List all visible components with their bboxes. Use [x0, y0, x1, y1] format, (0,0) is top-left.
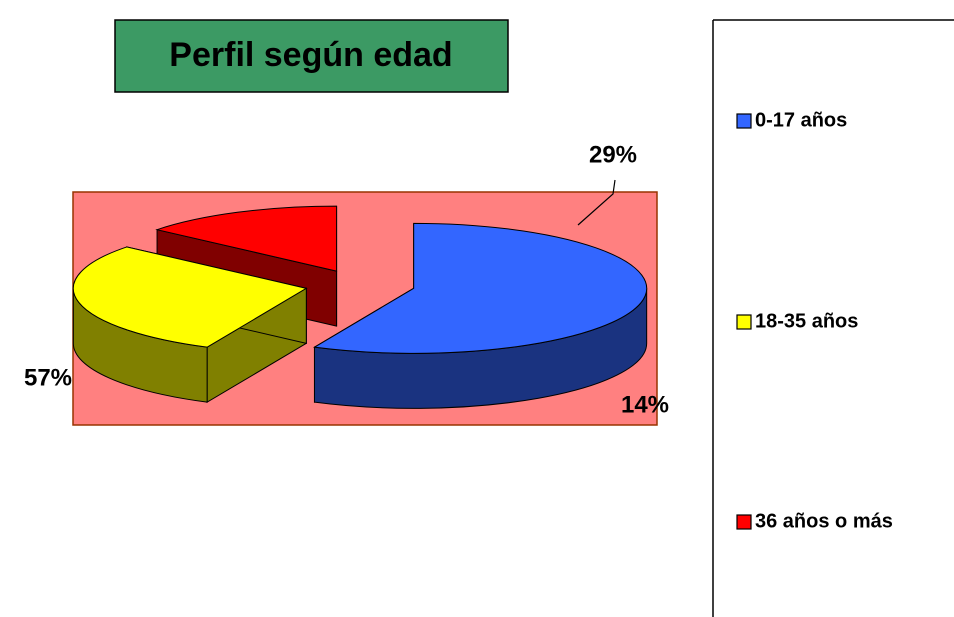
legend-label: 0-17 años: [755, 109, 847, 131]
data-label: 14%: [621, 391, 669, 418]
pie-slice: [312, 222, 648, 409]
data-label: 29%: [589, 141, 637, 168]
legend-swatch: [736, 314, 752, 330]
legend-swatch: [736, 514, 752, 530]
chart-title: Perfil según edad: [169, 36, 452, 74]
legend-label: 36 años o más: [755, 510, 893, 532]
data-label: 57%: [24, 364, 72, 391]
legend-label: 18-35 años: [755, 310, 858, 332]
slice-top: [155, 205, 338, 272]
pie: [72, 205, 648, 409]
legend-swatch: [736, 113, 752, 129]
leader-line: [577, 179, 616, 226]
slice-top: [312, 222, 648, 354]
slice-top: [72, 246, 308, 348]
pie-slice: [72, 246, 308, 404]
title-box: [114, 19, 509, 93]
